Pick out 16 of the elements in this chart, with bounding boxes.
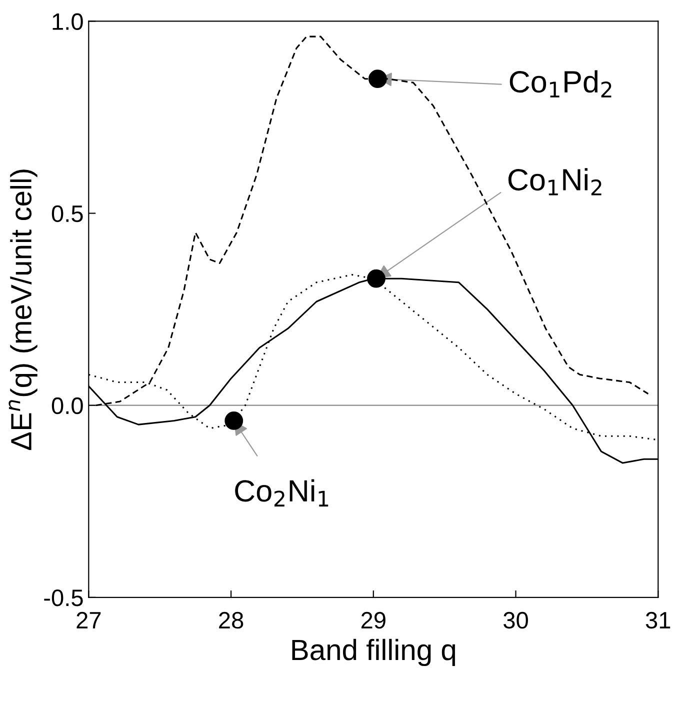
point bbox=[224, 412, 244, 430]
x-tick-label: 28 bbox=[219, 612, 244, 629]
x-tick-label: 27 bbox=[76, 612, 101, 628]
annotation: Co$_{1}$Pd$_{2}$ bbox=[510, 70, 612, 98]
y-tick-label: 0.5 bbox=[52, 205, 83, 222]
x-axis-title: Band filling q bbox=[292, 638, 456, 666]
annotation: Co$_{2}$Ni$_{1}$ bbox=[235, 479, 328, 506]
x-tick-label: 29 bbox=[361, 612, 386, 629]
x-tick-label: 31 bbox=[646, 612, 670, 629]
x-tick-label: 30 bbox=[504, 612, 528, 629]
y-tick-label: 0.0 bbox=[52, 397, 83, 414]
point bbox=[367, 269, 386, 288]
y-tick-label: -0.5 bbox=[44, 589, 83, 606]
y-axis-title: ΔE$^{n}$(q) (meV/unit cell) bbox=[8, 170, 38, 450]
annotation: Co$_{1}$Ni$_{2}$ bbox=[508, 168, 602, 196]
y-tick-label: 1.0 bbox=[52, 13, 83, 30]
